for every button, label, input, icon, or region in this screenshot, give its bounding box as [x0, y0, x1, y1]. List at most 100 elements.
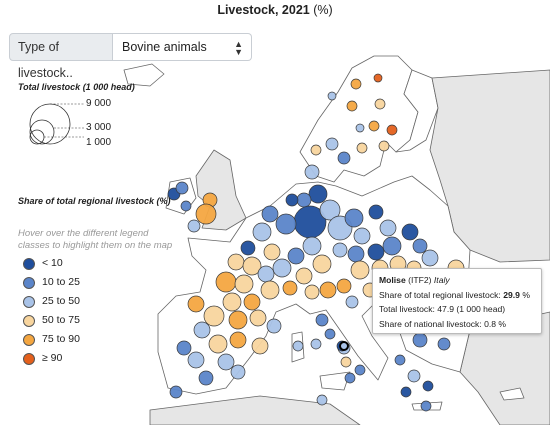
region-bubble — [251, 337, 269, 355]
region-bubble — [302, 236, 322, 256]
region-bubble — [394, 354, 406, 366]
tooltip-line-national: Share of national livestock: 0.8 % — [379, 318, 507, 329]
sicily-shape — [319, 371, 351, 391]
title-text: Livestock, 2021 — [217, 3, 310, 17]
region-bubble — [356, 142, 368, 154]
region-bubble — [344, 208, 364, 228]
region-bubble — [407, 369, 421, 383]
region-bubble — [319, 281, 337, 299]
region-bubble — [345, 295, 359, 309]
region-bubble — [310, 144, 322, 156]
region-bubble — [401, 223, 419, 241]
size-legend-circle-large — [29, 103, 71, 145]
region-bubble — [240, 240, 256, 256]
region-bubble — [337, 151, 351, 165]
tooltip-line-total: Total livestock: 47.9 (1 000 head) — [379, 304, 506, 314]
legend-class-75-90[interactable]: 75 to 90 — [23, 333, 113, 347]
region-bubble — [272, 258, 292, 278]
tooltip-line-share: Share of total regional livestock: 29.9 … — [379, 288, 535, 303]
region-bubble — [304, 164, 320, 180]
region-bubble — [296, 192, 312, 208]
scandinavia-shape — [299, 55, 419, 183]
legend-swatch — [23, 315, 35, 327]
region-bubble — [316, 394, 328, 406]
region-bubble — [386, 124, 398, 136]
region-bubble — [382, 236, 402, 256]
legend-class-label: 75 to 90 — [42, 333, 80, 345]
tooltip-header: Molise (ITF2) Italy — [379, 273, 535, 288]
region-bubble — [327, 91, 337, 101]
size-legend-value-medium: 3 000 — [86, 122, 112, 133]
select-caret-icon: ▲ ▼ — [234, 39, 243, 57]
region-bubble — [315, 313, 329, 327]
size-legend-heading: Total livestock (1 000 head) — [18, 82, 135, 92]
region-bubble — [310, 338, 322, 350]
region-bubble — [187, 219, 201, 233]
legend-swatch — [23, 258, 35, 270]
region-bubble — [229, 331, 247, 349]
region-bubble — [222, 292, 242, 312]
region-bubble — [292, 340, 304, 352]
region-bubble — [193, 321, 211, 339]
iceland-shape — [123, 63, 165, 87]
region-bubble — [176, 340, 192, 356]
region-bubble — [355, 123, 365, 133]
legend-swatch — [23, 296, 35, 308]
legend-class-10-25[interactable]: 10 to 25 — [23, 276, 113, 290]
title-unit: (%) — [313, 3, 333, 17]
size-legend-value-large: 9 000 — [86, 98, 112, 109]
region-bubble — [374, 98, 386, 110]
legend-class-25-50[interactable]: 25 to 50 — [23, 295, 113, 309]
region-bubble — [203, 305, 225, 327]
region-bubble — [227, 253, 245, 271]
region-bubble — [169, 385, 183, 399]
region-bubble — [421, 249, 439, 267]
size-legend-circles — [29, 103, 84, 145]
region-bubble — [234, 274, 254, 294]
region-bubble — [308, 184, 328, 204]
tooltip-code: (ITF2) — [408, 275, 432, 285]
legend-class-50-75[interactable]: 50 to 75 — [23, 314, 113, 328]
region-bubble — [368, 204, 384, 220]
tooltip-country: Italy — [433, 275, 450, 285]
size-legend-circle-small — [29, 129, 45, 145]
region-bubble — [260, 280, 280, 300]
region-bubble — [437, 337, 451, 351]
region-bubble — [319, 199, 341, 221]
region-bubble — [208, 334, 228, 354]
region-bubble — [275, 213, 297, 235]
region-bubble — [379, 219, 397, 237]
livestock-type-select[interactable]: Bovine animals ▲ ▼ — [113, 33, 252, 61]
region-tooltip: Molise (ITF2) Italy Share of total regio… — [372, 268, 542, 334]
region-bubble — [243, 293, 261, 311]
legend-class-label: < 10 — [42, 257, 63, 269]
region-bubble — [187, 295, 205, 313]
livestock-type-label: Type of livestock.. — [9, 33, 113, 80]
legend-class-gte90[interactable]: ≥ 90 — [23, 352, 113, 366]
legend-class-label: 50 to 75 — [42, 314, 80, 326]
size-legend-circle-medium — [29, 119, 55, 145]
region-bubble — [217, 353, 235, 371]
region-bubble — [282, 280, 298, 296]
region-bubble — [228, 310, 248, 330]
region-bubble — [350, 260, 370, 280]
region-bubble — [420, 400, 432, 412]
legend-class-label: 10 to 25 — [42, 276, 80, 288]
region-bubble — [373, 73, 383, 83]
region-bubble — [350, 78, 362, 90]
legend-class-lt10[interactable]: < 10 — [23, 257, 113, 271]
region-bubble — [252, 222, 272, 242]
region-bubble — [340, 356, 352, 368]
region-bubble — [242, 256, 262, 276]
region-bubble — [324, 328, 336, 340]
region-bubble — [295, 267, 313, 285]
tooltip-share-unit: % — [522, 289, 530, 300]
region-bubble — [354, 364, 366, 376]
region-bubble — [353, 227, 371, 245]
region-bubble — [347, 245, 365, 263]
region-bubble — [215, 271, 237, 293]
region-bubble — [412, 238, 428, 254]
region-bubble — [187, 351, 205, 369]
region-bubble — [180, 200, 192, 212]
region-bubble — [230, 364, 246, 380]
